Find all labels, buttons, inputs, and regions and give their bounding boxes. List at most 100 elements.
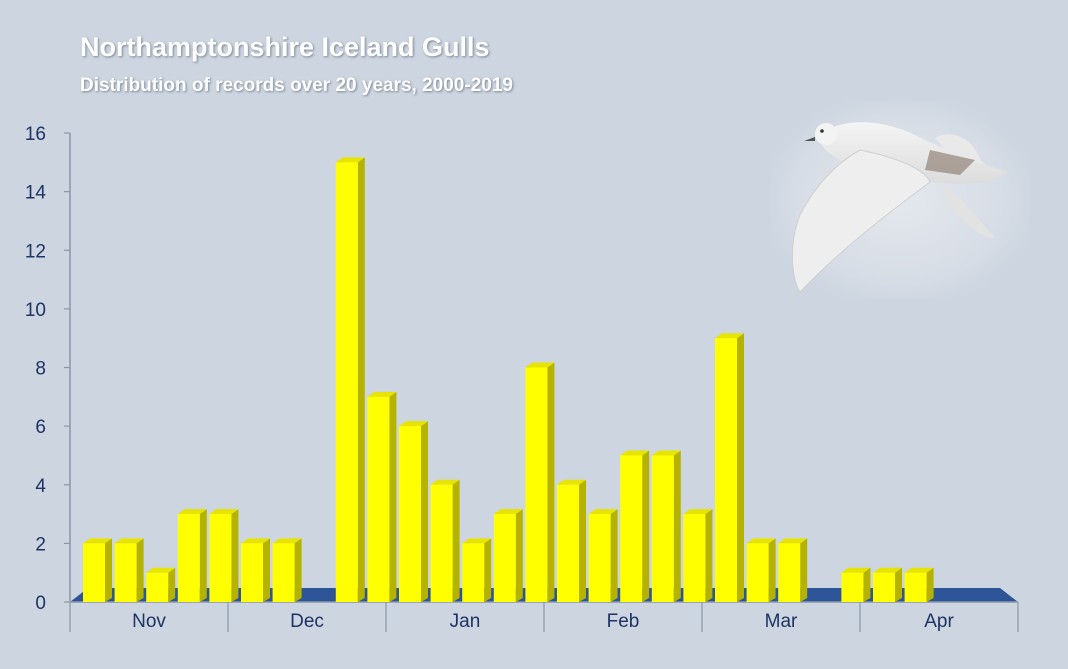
bar-side [800,538,808,602]
bar-top [209,509,239,515]
bar [272,538,302,602]
bar-front [841,572,864,602]
bar [841,567,871,602]
bar-front [620,455,643,602]
bar [904,567,934,602]
bar-side [421,421,428,602]
bar-top [873,567,902,573]
bar-side [768,538,776,602]
bar-front [493,514,516,602]
bar-side [895,567,902,602]
bar [715,333,744,602]
bar-front [146,572,169,602]
bar-front [778,543,801,602]
bar-front [430,484,453,602]
bar-side [452,479,460,602]
bar-top [588,509,618,515]
bar [114,538,144,602]
bar-top [146,567,176,573]
y-tick-label: 16 [25,124,46,145]
bar-front [462,543,485,602]
bar-top [462,538,492,544]
bar-top [715,333,744,339]
bar [209,509,239,602]
bar-side [926,567,934,602]
bar [241,538,270,602]
bar [83,538,112,602]
x-tick-label: Mar [765,611,798,632]
bar-side [231,509,239,602]
bar [177,509,207,602]
bar [399,421,428,602]
bar-front [904,572,927,602]
bar-front [588,514,611,602]
bar-side [863,567,871,602]
x-tick-label: Apr [924,611,954,632]
bar-top [83,538,112,544]
bar-top [841,567,871,573]
x-tick-label: Nov [132,611,166,632]
bar-front [746,543,769,602]
bar-side [484,538,492,602]
bar-front [209,514,232,602]
bar [335,157,365,602]
bar-front [715,338,737,602]
bar-front [367,396,390,602]
bar-top [746,538,776,544]
y-tick-label: 8 [35,359,46,380]
y-tick-label: 6 [35,417,46,438]
bar-side [642,450,650,602]
y-tick-label: 14 [25,183,47,204]
bar-front [272,543,295,602]
bar [146,567,176,602]
chart-subtitle: Distribution of records over 20 years, 2… [80,75,513,96]
bar [746,538,776,602]
bar-top [430,479,460,485]
bar-top [493,509,523,515]
bar-front [683,514,706,602]
bar-front [557,484,579,602]
y-tick-label: 4 [35,476,46,497]
bar-top [367,391,397,397]
bar-side [673,450,681,602]
bar-top [525,362,555,368]
bar-top [557,479,586,485]
bar-side [357,157,365,602]
bar-side [610,509,618,602]
bar-front [399,426,421,602]
bar-top [335,157,365,163]
bar-front [525,367,548,602]
bar [588,509,618,602]
bar-side [515,509,523,602]
bar-top [778,538,808,544]
bar [367,391,397,602]
gull-photo [770,100,1030,300]
bar [525,362,555,602]
y-tick-label: 12 [25,241,46,262]
bar-top [114,538,144,544]
x-tick-label: Feb [607,611,640,632]
bar [493,509,523,602]
bar [430,479,460,602]
bar-side [389,391,397,602]
x-tick-label: Jan [450,611,481,632]
bar-side [263,538,270,602]
bar [873,567,902,602]
bar [620,450,650,602]
bar-front [241,543,263,602]
bar-top [620,450,650,456]
bar-side [547,362,555,602]
bar-side [579,479,586,602]
bar-front [651,455,674,602]
bar [462,538,492,602]
bar-top [651,450,681,456]
bar-top [177,509,207,515]
bar-top [399,421,428,427]
y-tick-label: 0 [35,593,46,614]
bar-top [904,567,934,573]
bar-side [199,509,207,602]
chart-title: Northamptonshire Iceland Gulls [80,32,490,62]
y-tick-label: 2 [35,534,46,555]
bar-front [177,514,200,602]
